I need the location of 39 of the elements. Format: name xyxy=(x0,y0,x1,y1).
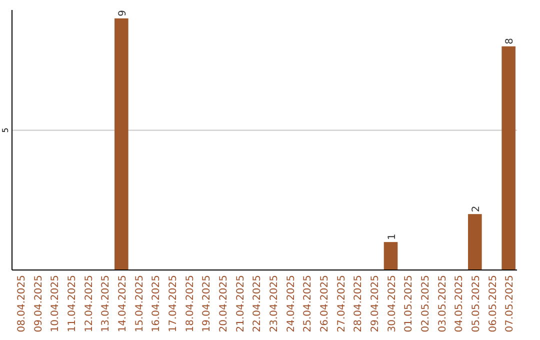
x-tick-label: 06.05.2025 xyxy=(488,275,499,332)
x-tick-label: 29.04.2025 xyxy=(370,275,381,332)
x-tick-label: 23.04.2025 xyxy=(268,275,280,332)
x-tick-label: 15.04.2025 xyxy=(134,275,146,332)
x-tick-label: 08.04.2025 xyxy=(16,275,28,332)
bar xyxy=(502,46,516,270)
x-tick-label: 04.05.2025 xyxy=(454,275,466,332)
bar xyxy=(114,18,128,270)
x-tick-label: 09.04.2025 xyxy=(33,275,44,332)
x-tick-label: 07.05.2025 xyxy=(504,275,516,332)
data-label: 2 xyxy=(470,206,482,212)
x-tick-label: 26.04.2025 xyxy=(319,275,330,332)
x-tick-label: 10.04.2025 xyxy=(50,275,62,332)
x-tick-label: 19.04.2025 xyxy=(202,275,213,332)
x-tick-label: 28.04.2025 xyxy=(353,275,364,332)
x-tick-label: 11.04.2025 xyxy=(66,275,78,332)
x-tick-label: 21.04.2025 xyxy=(235,275,246,332)
x-tick-label: 13.04.2025 xyxy=(100,275,112,332)
data-label: 9 xyxy=(117,10,128,16)
x-tick-label: 17.04.2025 xyxy=(168,275,179,332)
x-tick-label: 20.04.2025 xyxy=(218,275,230,332)
x-tick-label: 30.04.2025 xyxy=(386,275,398,332)
bar xyxy=(468,214,482,270)
x-tick-label: 12.04.2025 xyxy=(84,275,95,332)
x-tick-label: 14.04.2025 xyxy=(117,275,128,332)
x-tick-label: 25.04.2025 xyxy=(302,275,314,332)
data-label: 8 xyxy=(504,38,516,44)
x-tick-label: 27.04.2025 xyxy=(336,275,348,332)
y-tick-label: 5 xyxy=(1,128,10,133)
bar xyxy=(384,242,398,270)
x-tick-label: 22.04.2025 xyxy=(252,275,264,332)
x-tick-label: 18.04.2025 xyxy=(184,275,196,332)
x-tick-label: 24.04.2025 xyxy=(286,275,297,332)
data-label: 1 xyxy=(386,234,398,240)
x-tick-label: 05.05.2025 xyxy=(470,275,482,332)
x-tick-label: 03.05.2025 xyxy=(437,275,448,332)
x-tick-label: 01.05.2025 xyxy=(404,275,415,332)
x-tick-label: 16.04.2025 xyxy=(151,275,162,332)
x-tick-label: 02.05.2025 xyxy=(420,275,432,332)
